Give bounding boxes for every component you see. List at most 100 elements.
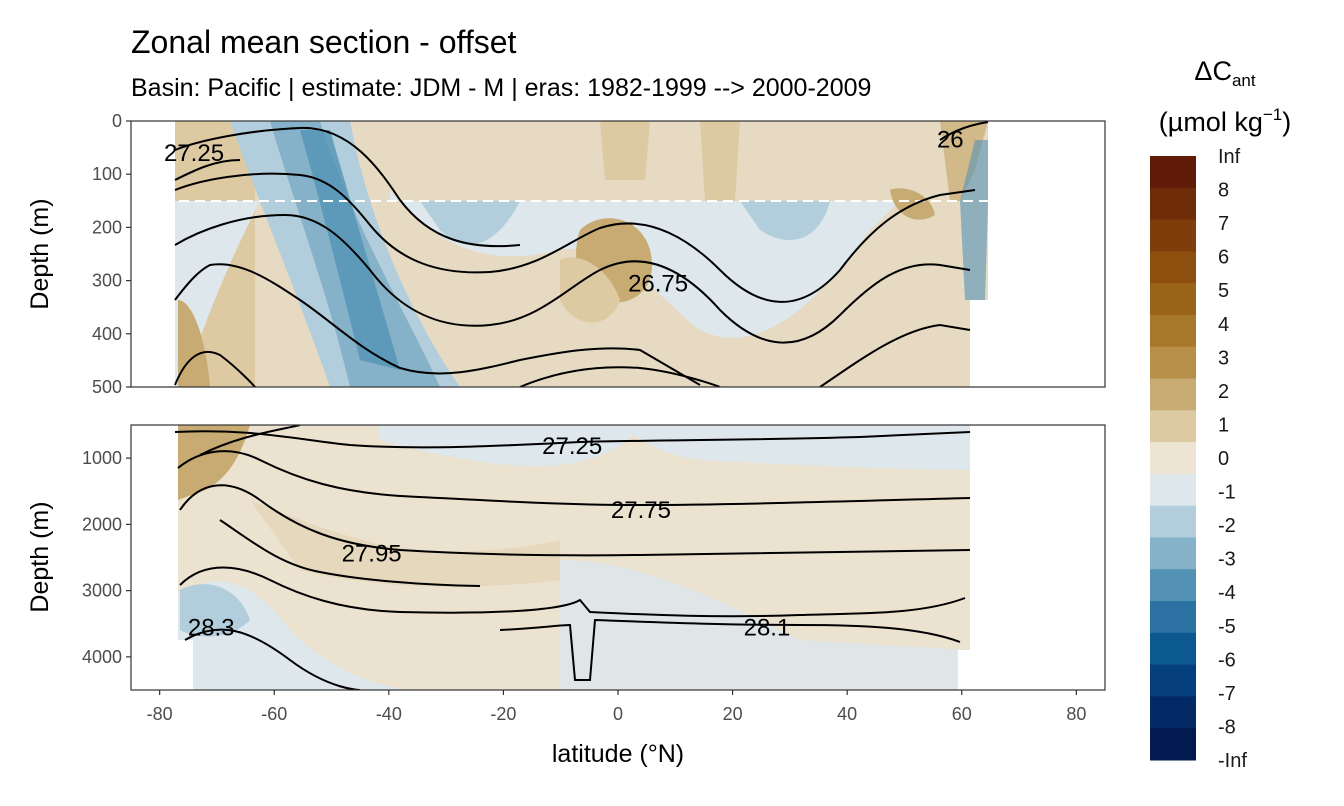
legend-unit: (µmol kg−1) [1159, 105, 1291, 137]
color-legend: ΔCant (µmol kg−1) Inf 8 7 6 5 4 3 2 1 0 -1 -2 -3 -4 -5… [1150, 56, 1291, 772]
legend-swatch [1150, 473, 1196, 507]
isoline [519, 366, 721, 387]
legend-label: -3 [1218, 549, 1236, 571]
isoline-label: 26 [937, 127, 964, 154]
upper-panel: 0 100 200 300 400 500 27.25 26 26.75 [92, 111, 1106, 397]
legend-swatch [1150, 219, 1196, 252]
isoline-label: 28.1 [744, 615, 791, 642]
isoline [179, 566, 966, 618]
isoline [174, 126, 521, 248]
isoline-label: 27.25 [542, 433, 602, 460]
isoline [174, 350, 256, 387]
y-tick-label: 500 [92, 377, 122, 397]
isoline [499, 618, 961, 681]
no-data-area [131, 425, 178, 690]
isoline [174, 430, 971, 449]
no-data-area [988, 121, 1105, 301]
legend-label: 7 [1218, 213, 1229, 235]
x-axis: -80 -60 -40 -20 0 20 40 60 80 [147, 690, 1086, 724]
x-tick-label: -80 [147, 704, 173, 724]
legend-swatch [1150, 696, 1196, 729]
legend-swatch [1150, 346, 1196, 380]
y-tick-label: 4000 [82, 647, 122, 667]
legend-swatch [1150, 537, 1196, 570]
legend-swatch [1150, 569, 1196, 602]
upper-field [131, 121, 1105, 387]
y-tick-label: 3000 [82, 581, 122, 601]
legend-label: 2 [1218, 381, 1229, 403]
legend-label: Inf [1218, 146, 1241, 168]
legend-labels: Inf 8 7 6 5 4 3 2 1 0 -1 -2 -3 -4 -5 -6 -7 -8 -Inf [1218, 146, 1247, 772]
isoline [184, 628, 361, 690]
legend-swatch [1150, 156, 1196, 189]
isoline [174, 213, 971, 344]
legend-swatch [1150, 283, 1196, 316]
x-tick-label: 0 [613, 704, 623, 724]
field-band [600, 121, 650, 180]
isoline [199, 425, 301, 456]
x-tick-label: 60 [952, 704, 972, 724]
isoline [179, 484, 971, 557]
legend-title: ΔCant [1194, 56, 1255, 90]
y-tick-label: 2000 [82, 514, 122, 534]
legend-label: 5 [1218, 280, 1229, 302]
y-tick-label: 200 [92, 217, 122, 237]
upper-panel-border [130, 120, 1106, 388]
lower-field [131, 425, 1105, 690]
y-tick-label: 1000 [82, 448, 122, 468]
field-band [178, 425, 250, 500]
y-tick-label: 0 [112, 111, 122, 131]
field-band [420, 201, 520, 245]
field-band [960, 140, 990, 300]
isoline-label: 27.75 [611, 497, 671, 524]
legend-label: 1 [1218, 414, 1229, 436]
upper-isoline-labels: 27.25 26 26.75 [164, 127, 964, 298]
isoline [819, 323, 971, 387]
y-tick-label: 100 [92, 164, 122, 184]
isoline [174, 159, 241, 181]
y-tick-label: 400 [92, 324, 122, 344]
x-tick-label: -60 [261, 704, 287, 724]
field-band [300, 130, 400, 370]
legend-label: -6 [1218, 649, 1236, 671]
legend-label: -4 [1218, 582, 1236, 604]
x-tick-label: -20 [490, 704, 516, 724]
legend-swatch [1150, 187, 1196, 221]
legend-swatch [1150, 601, 1196, 634]
isoline [939, 121, 989, 141]
legend-swatch [1150, 728, 1196, 761]
lower-isolines [174, 425, 971, 690]
field-band [740, 201, 830, 241]
y-axis-label-lower: Depth (m) [26, 501, 54, 612]
legend-swatch [1150, 664, 1196, 697]
legend-swatches [1150, 156, 1196, 761]
legend-label: -8 [1218, 716, 1236, 738]
legend-swatch [1150, 505, 1196, 538]
no-data-area [970, 300, 1105, 387]
legend-label: -5 [1218, 616, 1236, 638]
x-tick-label: 40 [837, 704, 857, 724]
y-axis-label-upper: Depth (m) [26, 198, 54, 309]
isoline [219, 519, 481, 587]
isoline-label: 27.25 [164, 140, 224, 167]
legend-label: 3 [1218, 347, 1229, 369]
isoline-label: 27.95 [342, 541, 402, 568]
no-data-area [970, 425, 1105, 690]
y-tick-label: 300 [92, 271, 122, 291]
isoline-label: 28.3 [188, 615, 235, 642]
legend-label: 4 [1218, 314, 1229, 336]
no-data-area [958, 650, 970, 690]
legend-label: -Inf [1218, 750, 1247, 772]
lower-isoline-labels: 27.25 27.75 27.95 28.3 28.1 [188, 433, 790, 642]
x-tick-label: 80 [1066, 704, 1086, 724]
lower-y-tick-labels: 1000 2000 3000 4000 [82, 448, 131, 667]
legend-swatch [1150, 314, 1196, 348]
upper-y-tick-labels: 0 100 200 300 400 500 [92, 111, 131, 397]
chart-title: Zonal mean section - offset [131, 24, 517, 60]
field-band [250, 500, 560, 587]
no-data-area [131, 121, 175, 387]
isoline-label: 26.75 [628, 270, 688, 297]
isoline [174, 172, 976, 303]
legend-swatch [1150, 632, 1196, 666]
